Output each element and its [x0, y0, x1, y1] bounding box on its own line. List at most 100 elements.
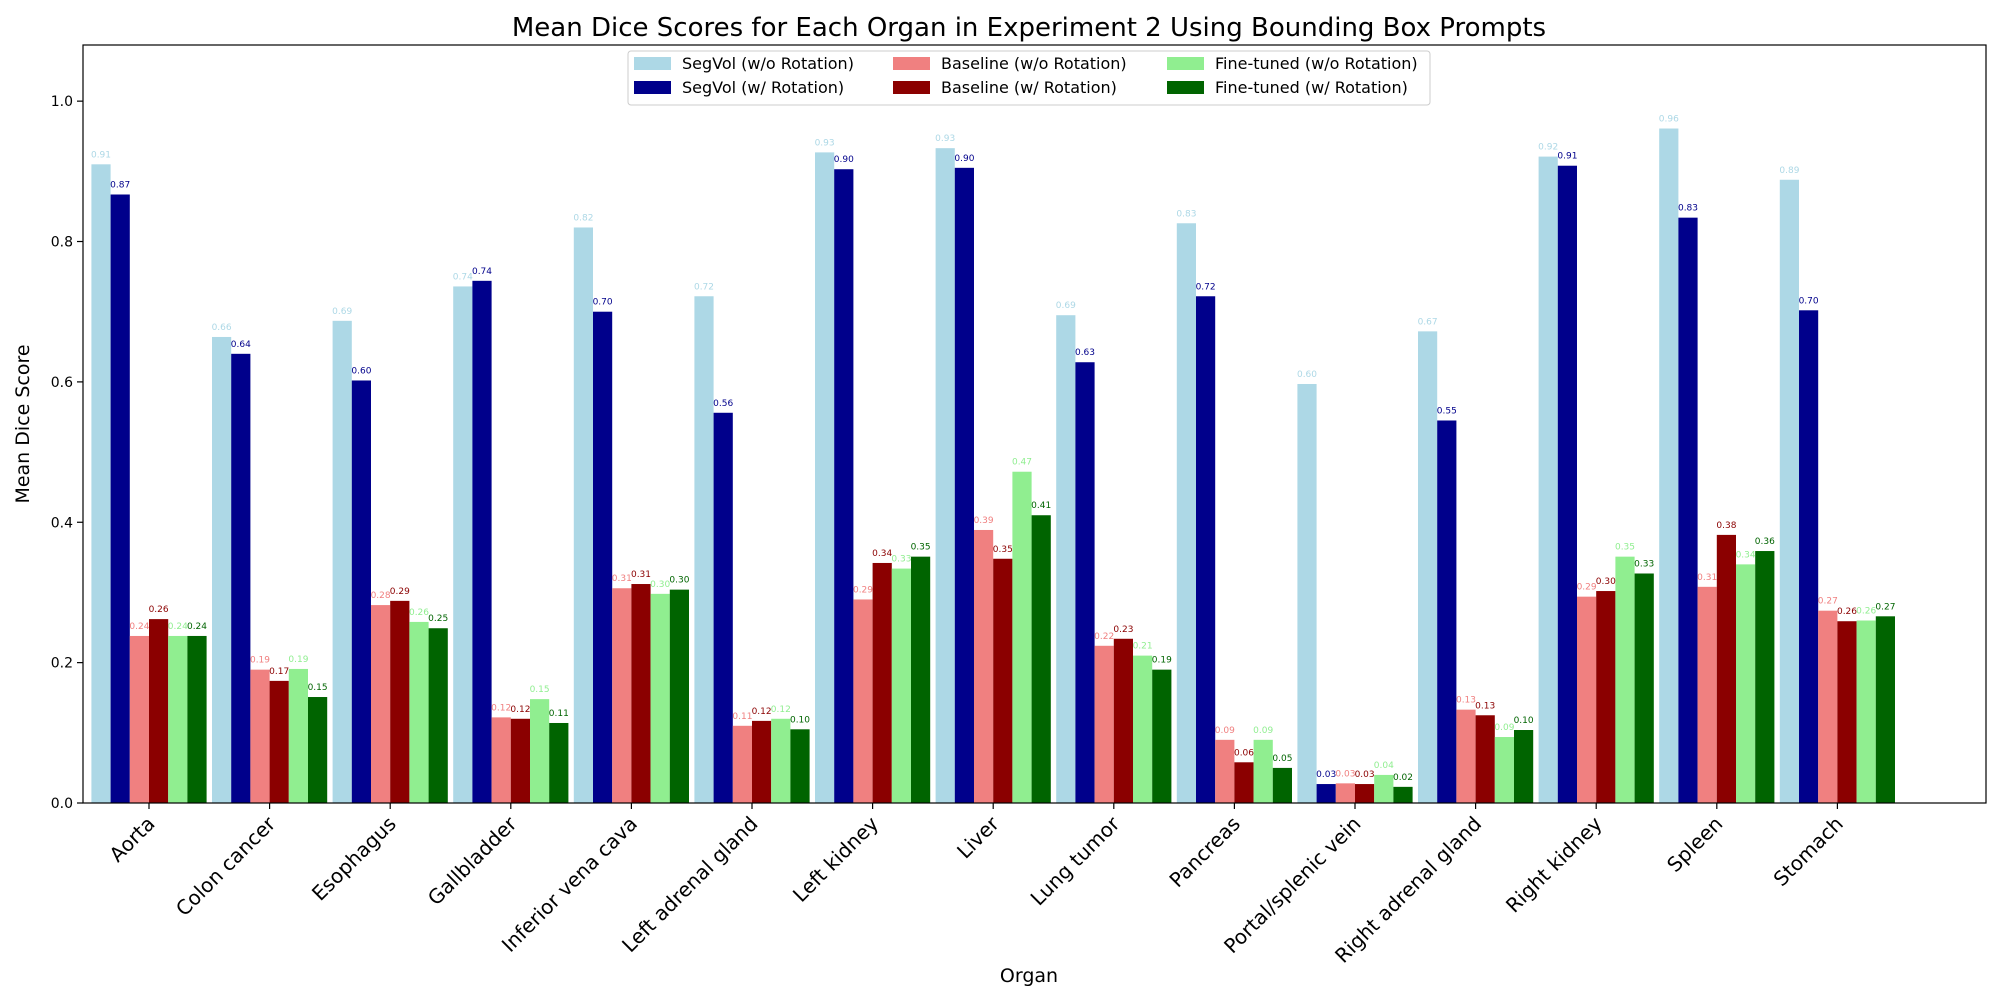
bar-value-label: 0.19 — [250, 656, 270, 666]
bar-value-label: 0.19 — [288, 655, 308, 665]
bar-value-label: 0.34 — [1736, 550, 1756, 560]
bar — [1557, 165, 1577, 804]
bar — [1437, 420, 1457, 803]
bar-value-label: 0.11 — [549, 709, 569, 719]
bar-value-label: 0.91 — [91, 150, 111, 160]
value-labels-group: 0.91 0.66 0.69 0.74 0.82 0.72 0.93 0.93 0.69 0.83… — [91, 115, 1895, 783]
bar — [1355, 784, 1375, 803]
bar-value-label: 0.29 — [853, 585, 873, 595]
bar — [1615, 556, 1635, 803]
bar-value-label: 0.93 — [935, 134, 955, 144]
bars-group — [91, 128, 1895, 804]
y-tick-label: 0.0 — [51, 796, 73, 812]
bar — [1596, 591, 1616, 803]
bar — [1875, 616, 1895, 803]
bar — [650, 593, 670, 803]
bar — [472, 280, 492, 803]
bar-value-label: 0.19 — [1152, 656, 1172, 666]
bar — [212, 336, 232, 803]
x-tick-label: Left adrenal gland — [617, 812, 762, 957]
bar — [815, 152, 835, 804]
bar-value-label: 0.23 — [1113, 625, 1133, 635]
x-axis-label: Organ — [1000, 965, 1058, 987]
bar — [1716, 534, 1736, 803]
bar-value-label: 0.90 — [954, 154, 974, 164]
bar-value-label: 0.35 — [993, 545, 1013, 555]
bar — [1494, 737, 1514, 803]
legend-entry: Fine-tuned (w/o Rotation) — [1215, 54, 1418, 73]
bar — [510, 718, 530, 803]
y-tick-label: 0.6 — [51, 375, 73, 391]
bar — [409, 621, 429, 803]
bar-value-label: 0.29 — [390, 587, 410, 597]
bar — [1056, 315, 1076, 803]
bar — [872, 562, 892, 803]
bar-value-label: 0.60 — [1297, 370, 1317, 380]
bar — [1577, 596, 1597, 803]
legend-swatch — [1167, 57, 1204, 70]
bar — [935, 148, 955, 803]
bar-value-label: 0.24 — [168, 622, 188, 632]
y-tick-label: 0.4 — [51, 515, 73, 531]
bar-value-label: 0.90 — [834, 155, 854, 165]
bar — [732, 725, 752, 803]
bar — [351, 380, 371, 803]
bar-value-label: 0.38 — [1716, 521, 1736, 531]
bar-value-label: 0.70 — [1799, 296, 1819, 306]
bar-value-label: 0.31 — [1697, 573, 1717, 583]
bar — [834, 169, 854, 803]
bar — [332, 320, 352, 803]
bar — [1234, 762, 1254, 803]
bar — [1393, 786, 1413, 803]
bar — [1316, 784, 1336, 803]
legend-box — [627, 50, 1431, 106]
bar — [713, 412, 733, 803]
bar-value-label: 0.13 — [1475, 701, 1495, 711]
bar-value-label: 0.35 — [1615, 543, 1635, 553]
x-tick-label: Aorta — [104, 812, 159, 867]
bar — [390, 600, 410, 803]
bar — [1818, 610, 1838, 803]
bar-value-label: 0.10 — [1514, 716, 1534, 726]
bar-value-label: 0.24 — [187, 622, 207, 632]
legend-entry: Fine-tuned (w/ Rotation) — [1215, 78, 1408, 97]
bar-value-label: 0.27 — [1818, 597, 1838, 607]
bar-value-label: 0.15 — [530, 685, 550, 695]
bar-value-label: 0.05 — [1272, 754, 1292, 764]
x-axis: Aorta Colon cancer Esophagus GallbladderInf… — [104, 803, 1848, 968]
bar-value-label: 0.30 — [669, 576, 689, 586]
bar — [1678, 217, 1698, 804]
bar — [1133, 655, 1153, 803]
y-axis-label: Mean Dice Score — [12, 344, 34, 503]
bar-value-label: 0.12 — [491, 703, 511, 713]
bar-value-label: 0.21 — [1133, 642, 1153, 652]
bar-value-label: 0.33 — [891, 555, 911, 565]
bar-value-label: 0.04 — [1374, 761, 1394, 771]
legend: SegVol (w/o Rotation) SegVol (w/ Rotation… — [627, 50, 1431, 106]
bar-value-label: 0.24 — [129, 622, 149, 632]
bar-value-label: 0.12 — [771, 705, 791, 715]
bar-value-label: 0.29 — [1577, 583, 1597, 593]
bar — [371, 605, 391, 803]
bar-value-label: 0.28 — [371, 591, 391, 601]
bar-value-label: 0.31 — [631, 570, 651, 580]
bar-value-label: 0.70 — [593, 298, 613, 308]
bar — [110, 194, 130, 803]
bar-value-label: 0.66 — [212, 323, 232, 333]
bar-value-label: 0.02 — [1393, 773, 1413, 783]
bar — [149, 619, 169, 803]
bar-value-label: 0.15 — [308, 683, 328, 693]
bar — [853, 599, 873, 803]
bar-value-label: 0.03 — [1355, 770, 1375, 780]
bar — [168, 635, 188, 803]
bar — [891, 568, 911, 803]
bar — [308, 697, 328, 803]
bar — [1755, 551, 1775, 803]
bar-value-label: 0.83 — [1678, 204, 1698, 214]
y-tick-label: 0.2 — [51, 656, 73, 672]
bar — [549, 722, 569, 803]
bar-value-label: 0.56 — [713, 399, 733, 409]
bar — [669, 589, 689, 803]
bar — [993, 558, 1013, 803]
